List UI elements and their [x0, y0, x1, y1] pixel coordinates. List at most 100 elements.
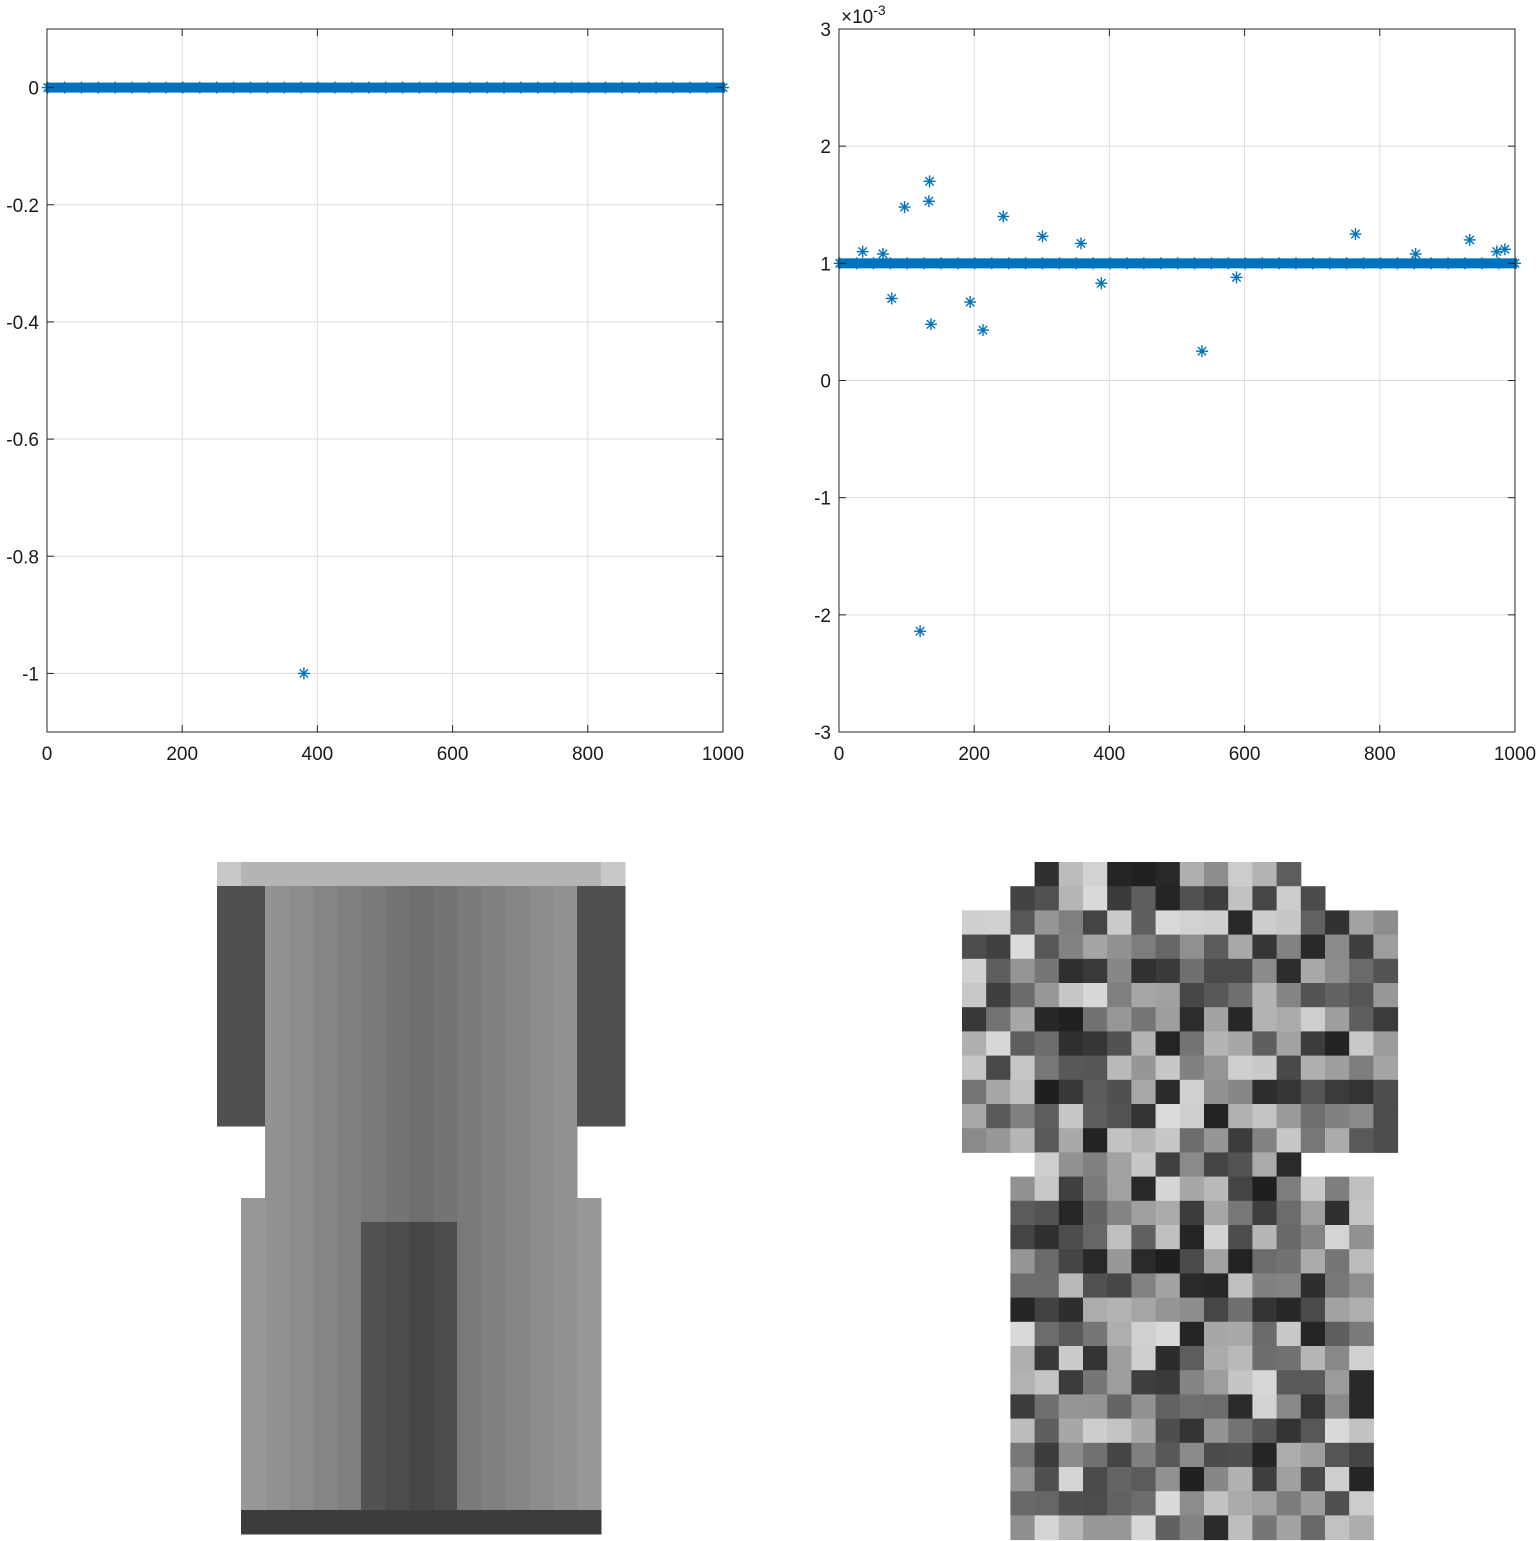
image-pixel — [1010, 1249, 1035, 1274]
image-pixel — [1301, 1104, 1326, 1129]
image-pixel — [1131, 1177, 1156, 1202]
image-pixel — [1349, 935, 1374, 960]
image-pixel — [601, 934, 626, 959]
image-pixel — [1204, 959, 1229, 984]
image-pixel — [1156, 1298, 1181, 1323]
image-pixel — [241, 982, 266, 1007]
image-pixel — [1107, 1443, 1132, 1468]
image-pixel — [1349, 1007, 1374, 1032]
y-exponent-label: ×10-3 — [841, 2, 886, 28]
image-pixel — [313, 1270, 338, 1295]
image-pixel — [1252, 1225, 1277, 1250]
image-pixel — [553, 862, 578, 887]
image-pixel — [1277, 1104, 1302, 1129]
image-pixel — [505, 1078, 530, 1103]
image-pixel — [361, 982, 386, 1007]
y-tick-label: -1 — [814, 489, 831, 510]
image-pixel — [457, 1270, 482, 1295]
image-pixel — [361, 1294, 386, 1319]
image-pixel — [1035, 1056, 1060, 1081]
image-pixel — [433, 1390, 458, 1415]
image-pixel — [1010, 1322, 1035, 1347]
image-pixel — [1059, 1031, 1084, 1056]
image-pixel — [409, 1222, 434, 1247]
image-pixel — [433, 1246, 458, 1271]
image-pixel — [481, 1366, 506, 1391]
image-pixel — [457, 982, 482, 1007]
image-pixel — [313, 1510, 338, 1535]
image-pixel — [1010, 1225, 1035, 1250]
image-pixel — [577, 1438, 602, 1463]
image-pixel — [1277, 1201, 1302, 1226]
image-pixel — [601, 910, 626, 935]
image-pixel — [385, 1006, 410, 1031]
image-pixel — [241, 1414, 266, 1439]
image-pixel — [385, 1390, 410, 1415]
image-pixel — [1059, 1152, 1084, 1177]
baseline-point — [278, 82, 290, 94]
image-pixel — [1010, 1273, 1035, 1298]
image-pixel — [265, 1126, 290, 1151]
image-pixel — [1131, 1152, 1156, 1177]
image-pixel — [577, 886, 602, 911]
image-pixel — [553, 1342, 578, 1367]
image-pixel — [1131, 1201, 1156, 1226]
image-pixel — [385, 1270, 410, 1295]
image-pixel — [553, 1246, 578, 1271]
image-pixel — [289, 958, 314, 983]
image-pixel — [433, 862, 458, 887]
image-pixel — [457, 1030, 482, 1055]
image-pixel — [1083, 1056, 1108, 1081]
image-pixel — [1228, 935, 1253, 960]
image-pixel — [1059, 862, 1084, 887]
image-pixel — [505, 1222, 530, 1247]
image-pixel — [433, 1366, 458, 1391]
image-pixel — [1325, 1225, 1350, 1250]
image-pixel — [1204, 1515, 1229, 1540]
image-pixel — [1325, 983, 1350, 1008]
image-pixel — [505, 1054, 530, 1079]
image-pixel — [1083, 1443, 1108, 1468]
x-tick-label: 0 — [42, 744, 53, 765]
image-pixel — [313, 1174, 338, 1199]
image-pixel — [289, 1222, 314, 1247]
image-pixel — [409, 1342, 434, 1367]
image-pixel — [1252, 1249, 1277, 1274]
image-pixel — [577, 1222, 602, 1247]
image-pixel — [553, 1510, 578, 1535]
image-pixel — [1131, 862, 1156, 887]
image-pixel — [385, 862, 410, 887]
image-pixel — [577, 1510, 602, 1535]
image-pixel — [1252, 886, 1277, 911]
image-pixel — [1373, 910, 1398, 935]
image-pixel — [1083, 1515, 1108, 1540]
image-pixel — [289, 1126, 314, 1151]
image-pixel — [962, 1056, 987, 1081]
image-pixel — [337, 934, 362, 959]
image-pixel — [265, 1462, 290, 1487]
image-pixel — [265, 1150, 290, 1175]
baseline-point — [92, 82, 104, 94]
image-pixel — [962, 1128, 987, 1153]
axes-box — [47, 29, 723, 732]
image-pixel — [1035, 1104, 1060, 1129]
image-pixel — [1035, 1298, 1060, 1323]
image-pixel — [529, 1414, 554, 1439]
image-pixel — [1131, 1031, 1156, 1056]
image-pixel — [577, 862, 602, 887]
image-pixel — [1131, 1491, 1156, 1516]
image-pixel — [1325, 1419, 1350, 1444]
image-pixel — [1277, 959, 1302, 984]
image-pixel — [553, 1222, 578, 1247]
image-pixel — [409, 1270, 434, 1295]
image-pixel — [1277, 1467, 1302, 1492]
image-pixel — [1228, 1080, 1253, 1105]
image-pixel — [1349, 1515, 1374, 1540]
image-pixel — [1059, 983, 1084, 1008]
image-pixel — [1107, 1298, 1132, 1323]
image-pixel — [481, 886, 506, 911]
image-pixel — [577, 1078, 602, 1103]
image-pixel — [409, 1246, 434, 1271]
image-pixel — [577, 1486, 602, 1511]
image-pixel — [385, 1222, 410, 1247]
